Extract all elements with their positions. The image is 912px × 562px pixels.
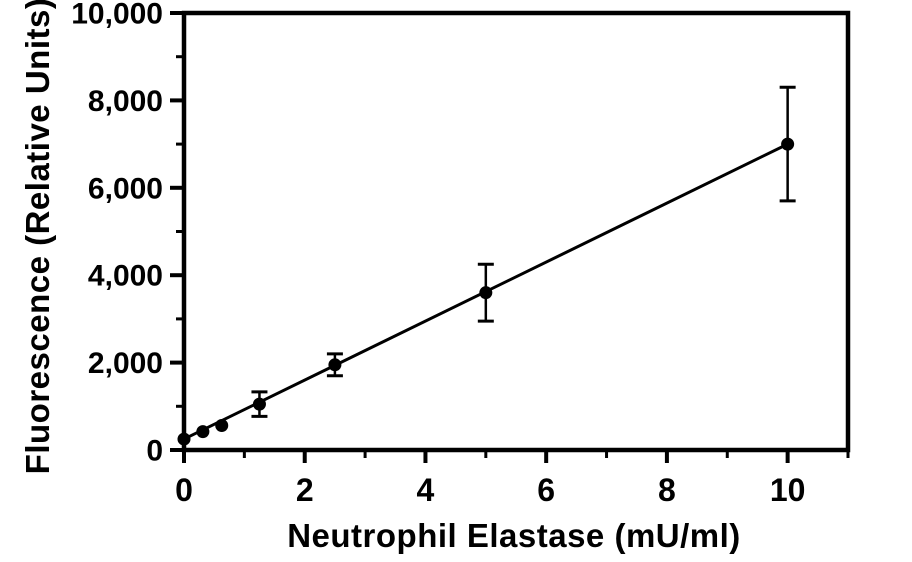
data-point — [215, 419, 229, 433]
data-point — [479, 286, 493, 300]
y-tick-label: 2,000 — [88, 347, 163, 380]
y-axis-title: Fluorescence (Relative Units) — [19, 0, 56, 475]
data-point — [328, 358, 342, 372]
data-point — [781, 137, 795, 151]
data-point — [196, 425, 210, 439]
x-axis-title: Neutrophil Elastase (mU/ml) — [287, 517, 741, 554]
data-point — [177, 432, 191, 446]
x-tick-label: 4 — [417, 472, 435, 508]
y-tick-label: 6,000 — [88, 172, 163, 205]
data-point — [252, 397, 266, 411]
x-tick-label: 0 — [175, 472, 193, 508]
x-tick-label: 6 — [537, 472, 555, 508]
y-tick-label: 8,000 — [88, 85, 163, 118]
x-tick-label: 8 — [658, 472, 676, 508]
y-tick-label: 10,000 — [71, 0, 163, 31]
x-tick-label: 10 — [770, 472, 806, 508]
plot-frame — [181, 10, 851, 453]
x-tick-label: 2 — [296, 472, 314, 508]
y-tick-label: 0 — [146, 435, 163, 468]
y-tick-label: 4,000 — [88, 260, 163, 293]
